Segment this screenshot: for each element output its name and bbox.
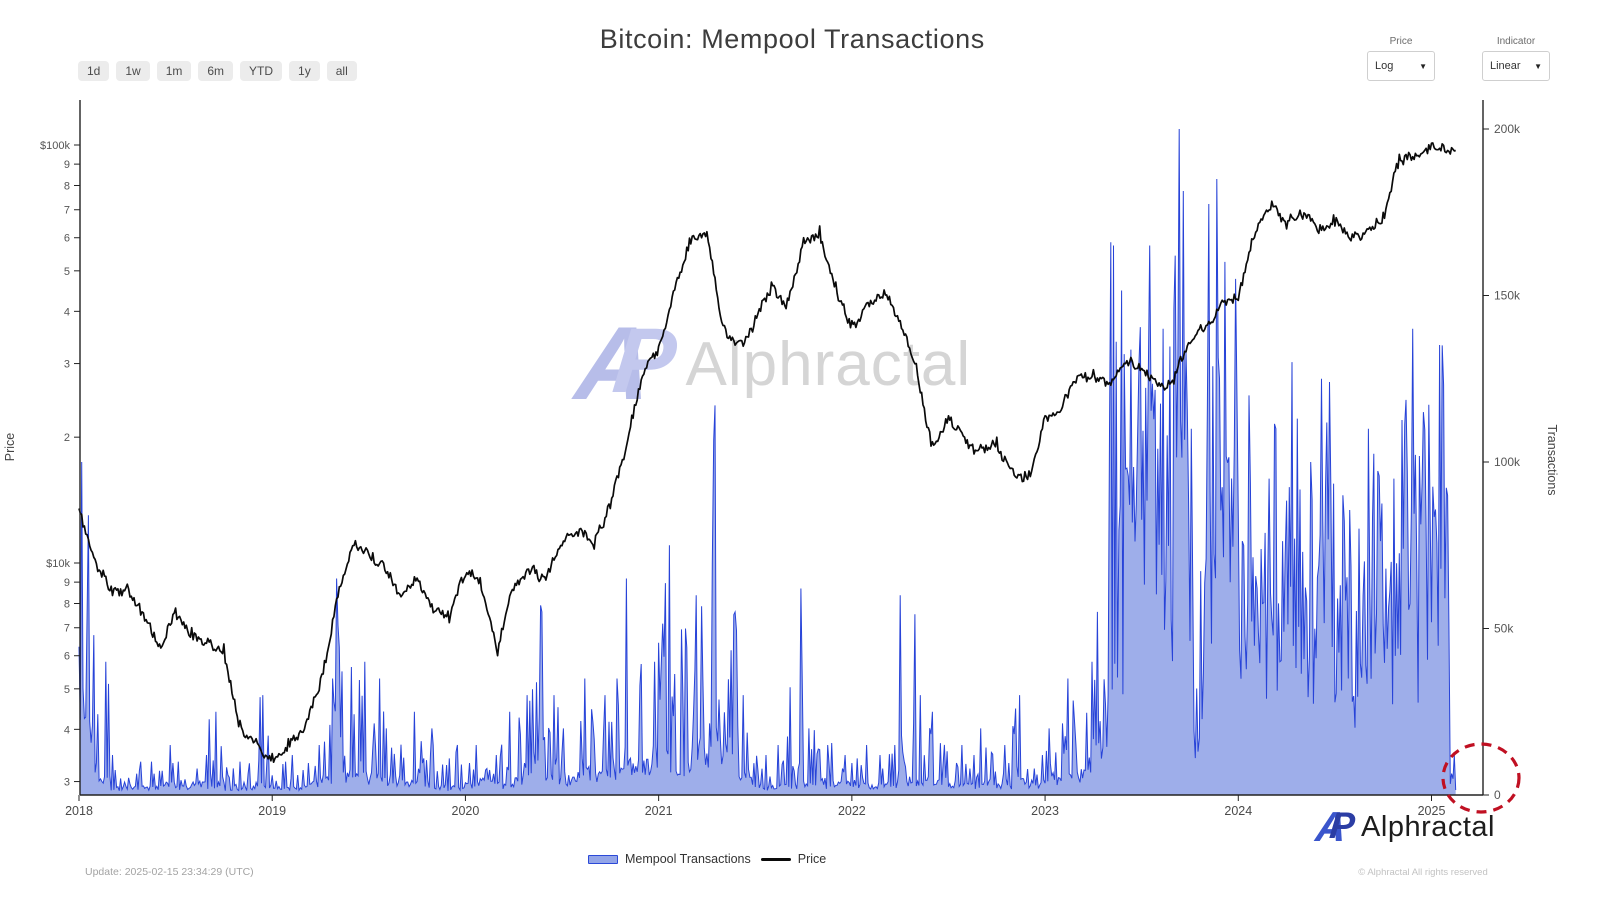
indicator-scale-label: Indicator — [1496, 36, 1536, 47]
area-swatch-icon — [588, 854, 618, 864]
left-axis-tick-label: 7 — [64, 623, 70, 635]
x-axis-tick-label: 2021 — [645, 804, 673, 818]
x-axis-tick-label: 2020 — [452, 804, 480, 818]
range-button-all[interactable]: all — [326, 61, 357, 81]
indicator-scale-value: Linear — [1490, 60, 1521, 72]
left-axis-title: Price — [3, 433, 17, 462]
price-scale-label: Price — [1389, 36, 1413, 47]
range-button-1y[interactable]: 1y — [289, 61, 320, 81]
left-axis-tick-label: 4 — [64, 306, 70, 318]
x-axis-tick-label: 2024 — [1224, 804, 1252, 818]
price-scale-select[interactable]: Log ▼ — [1367, 51, 1435, 81]
copyright-text: © Alphractal All rights reserved — [1358, 867, 1488, 878]
mempool-transactions-outline — [78, 128, 1457, 792]
left-axis-tick-label: 9 — [64, 577, 70, 589]
chart-legend: Mempool Transactions Price — [588, 852, 826, 866]
x-axis-tick-label: 2022 — [838, 804, 866, 818]
x-axis-tick-label: 2018 — [65, 804, 93, 818]
left-axis-tick-label: 6 — [64, 651, 70, 663]
time-range-toolbar: 1d 1w 1m 6m YTD 1y all — [78, 61, 357, 81]
alphractal-brand: A P Alphractal — [1314, 803, 1495, 850]
range-button-ytd[interactable]: YTD — [240, 61, 283, 81]
price-scale-value: Log — [1375, 60, 1394, 72]
ap-logo-icon: P — [1328, 805, 1358, 846]
right-axis-tick-label: 50k — [1494, 622, 1514, 636]
highlight-circle-annotation — [1441, 742, 1521, 814]
update-timestamp: Update: 2025-02-15 23:34:29 (UTC) — [85, 866, 254, 878]
left-axis-tick-label: 3 — [64, 359, 70, 371]
caret-down-icon: ▼ — [1419, 61, 1427, 71]
left-axis-tick-label: $10k — [46, 558, 70, 570]
line-swatch-icon — [760, 857, 791, 861]
left-axis-tick-label: $100k — [40, 140, 70, 152]
left-axis-tick-label: 7 — [64, 205, 70, 217]
left-axis-tick-label: 4 — [64, 724, 70, 736]
indicator-scale-select[interactable]: Linear ▼ — [1482, 51, 1550, 81]
left-axis-tick-label: 8 — [64, 181, 70, 193]
mempool-transactions-area — [79, 129, 1456, 795]
legend-label: Price — [797, 852, 827, 866]
left-axis-tick-label: 9 — [64, 159, 70, 171]
right-axis-tick-label: 200k — [1494, 122, 1521, 136]
left-axis-tick-label: 6 — [64, 233, 70, 245]
right-axis-tick-label: 0 — [1494, 788, 1501, 802]
range-button-1d[interactable]: 1d — [78, 61, 110, 81]
left-axis-tick-label: 5 — [64, 266, 70, 278]
left-axis-tick-label: 2 — [64, 432, 70, 444]
x-axis-tick-label: 2025 — [1418, 804, 1446, 818]
right-axis-tick-label: 100k — [1494, 455, 1521, 469]
range-button-6m[interactable]: 6m — [198, 61, 234, 81]
x-axis-tick-label: 2019 — [258, 804, 286, 818]
legend-item-mempool[interactable]: Mempool Transactions — [588, 852, 751, 866]
left-axis-tick-label: 8 — [64, 599, 70, 611]
legend-item-price[interactable]: Price — [760, 852, 827, 866]
range-button-1m[interactable]: 1m — [156, 61, 192, 81]
legend-label: Mempool Transactions — [625, 852, 751, 866]
indicator-scale-control: Indicator Linear ▼ — [1482, 36, 1550, 81]
page-title: Bitcoin: Mempool Transactions — [599, 24, 985, 54]
left-axis-tick-label: 5 — [64, 684, 70, 696]
right-axis-tick-label: 150k — [1494, 289, 1521, 303]
alphractal-watermark: A P Alphractal — [571, 306, 972, 422]
brand-name: Alphractal — [1361, 810, 1495, 843]
left-axis-tick-label: 3 — [64, 777, 70, 789]
caret-down-icon: ▼ — [1534, 61, 1542, 71]
price-line — [78, 142, 1456, 764]
right-axis-title: Transactions — [1545, 424, 1559, 495]
x-axis-tick-label: 2023 — [1031, 804, 1059, 818]
watermark-text: Alphractal — [685, 329, 972, 399]
range-button-1w[interactable]: 1w — [116, 61, 150, 81]
price-scale-control: Price Log ▼ — [1367, 36, 1435, 81]
